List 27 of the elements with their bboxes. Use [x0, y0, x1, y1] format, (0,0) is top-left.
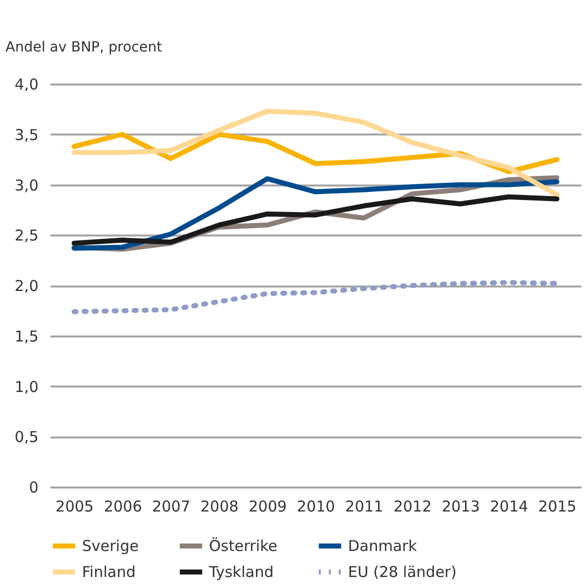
- y-axis-title: Andel av BNP, procent: [6, 40, 163, 56]
- legend-label: Danmark: [348, 537, 418, 555]
- y-tick-label: 3,0: [14, 176, 38, 194]
- y-tick-label: 1,5: [14, 327, 38, 346]
- y-tick-label: 4,0: [14, 76, 38, 94]
- y-tick-label: 0: [28, 478, 38, 496]
- x-tick-label: 2007: [152, 498, 190, 516]
- legend-label: Österrike: [209, 537, 278, 555]
- legend-label: Sverige: [82, 537, 139, 555]
- x-tick-label: 2009: [248, 498, 287, 516]
- y-tick-label: 0,5: [14, 428, 38, 446]
- x-tick-label: 2011: [345, 498, 384, 516]
- y-tick-label: 2,5: [14, 226, 38, 245]
- y-tick-label: 3,5: [14, 126, 38, 144]
- x-tick-label: 2005: [56, 498, 94, 516]
- y-tick-label: 2,0: [14, 277, 38, 295]
- x-tick-label: 2015: [538, 498, 576, 516]
- x-tick-label: 2012: [393, 498, 432, 516]
- x-tick-label: 2014: [490, 498, 528, 516]
- legend-label: EU (28 länder): [348, 563, 457, 581]
- x-tick-label: 2010: [296, 498, 336, 516]
- y-tick-label: 1,0: [14, 378, 38, 396]
- x-tick-label: 2006: [104, 498, 142, 516]
- legend-label: Finland: [82, 563, 136, 581]
- x-tick-label: 2013: [442, 498, 480, 516]
- legend-label: Tyskland: [208, 563, 274, 581]
- x-tick-label: 2008: [200, 498, 239, 516]
